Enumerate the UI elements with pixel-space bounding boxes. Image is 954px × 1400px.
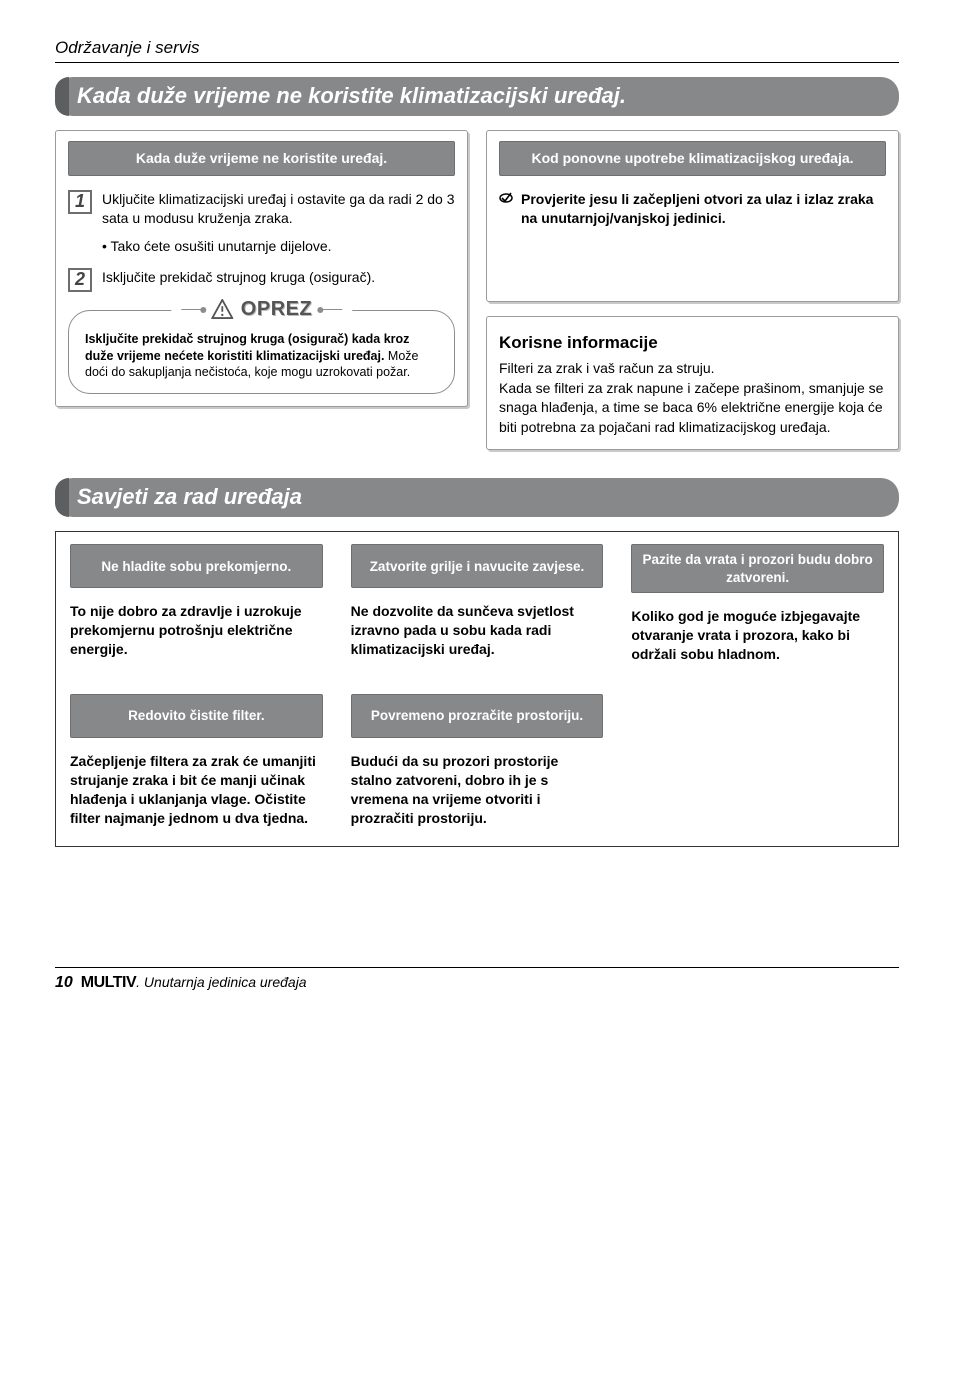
- caution-box: OPREZ Isključite prekidač strujnog kruga…: [68, 310, 455, 395]
- left-panel: Kada duže vrijeme ne koristite uređaj. 1…: [55, 130, 468, 407]
- section-heading-bar: Kada duže vrijeme ne koristite klimatiza…: [55, 77, 899, 116]
- caution-title: OPREZ: [241, 298, 312, 321]
- section-heading-text: Kada duže vrijeme ne koristite klimatiza…: [77, 83, 883, 109]
- warning-icon: [211, 299, 233, 319]
- tip-heading: Redovito čistite filter.: [70, 694, 323, 738]
- tip-body: Koliko god je moguće izbjegavajte otvara…: [631, 607, 884, 664]
- info-text: Filteri za zrak i vaš račun za struju. K…: [499, 359, 886, 437]
- tip-body: Budući da su prozori prostorije stalno z…: [351, 752, 604, 828]
- tip-body: Ne dozvolite da sunčeva svjetlost izravn…: [351, 602, 604, 659]
- brand-name: MULTI: [81, 974, 126, 991]
- tip-heading: Pazite da vrata i prozori budu dobro zat…: [631, 544, 884, 593]
- tip-heading: Povremeno prozračite prostoriju.: [351, 694, 604, 738]
- divider: [55, 62, 899, 63]
- right-top-title: Kod ponovne upotrebe klimatizacijskog ur…: [499, 141, 886, 176]
- step-subtext: • Tako ćete osušiti unutarnje dijelove.: [102, 238, 455, 254]
- step-number: 1: [68, 190, 92, 214]
- brand-v: V: [126, 974, 136, 991]
- section-heading-bar: Savjeti za rad uređaja: [55, 478, 899, 517]
- step-text: Isključite prekidač strujnog kruga (osig…: [102, 268, 375, 292]
- footer-tail: . Unutarnja jedinica uređaja: [136, 974, 306, 990]
- tip-body: Začepljenje filtera za zrak će umanjiti …: [70, 752, 323, 828]
- right-top-panel: Kod ponovne upotrebe klimatizacijskog ur…: [486, 130, 899, 302]
- page-number: 10: [55, 974, 73, 992]
- left-panel-title: Kada duže vrijeme ne koristite uređaj.: [68, 141, 455, 176]
- running-head: Održavanje i servis: [55, 38, 899, 58]
- info-title: Korisne informacije: [499, 333, 886, 353]
- check-text: Provjerite jesu li začepljeni otvori za …: [521, 190, 886, 229]
- tip-heading: Zatvorite grilje i navucite zavjese.: [351, 544, 604, 588]
- check-icon: [499, 191, 513, 205]
- section-heading-text: Savjeti za rad uređaja: [77, 484, 883, 510]
- page-footer: 10 MULTIV. Unutarnja jedinica uređaja: [55, 967, 899, 992]
- step-number: 2: [68, 268, 92, 292]
- tip-heading: Ne hladite sobu prekomjerno.: [70, 544, 323, 588]
- caution-bold: Isključite prekidač strujnog kruga (osig…: [85, 332, 409, 363]
- right-info-panel: Korisne informacije Filteri za zrak i va…: [486, 316, 899, 450]
- tip-body: To nije dobro za zdravlje i uzrokuje pre…: [70, 602, 323, 659]
- tips-table: Ne hladite sobu prekomjerno. To nije dob…: [55, 531, 899, 846]
- step-text: Uključite klimatizacijski uređaj i ostav…: [102, 190, 455, 228]
